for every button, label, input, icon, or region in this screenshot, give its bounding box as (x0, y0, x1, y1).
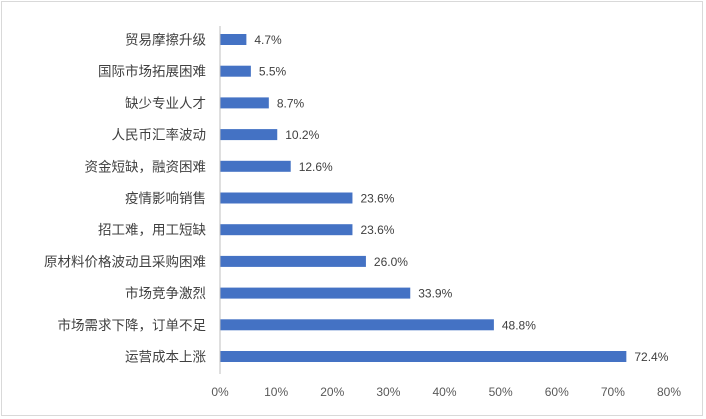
bar (220, 160, 291, 172)
x-tick-label: 40% (432, 385, 456, 399)
bar (220, 255, 366, 267)
data-label: 8.7% (277, 96, 305, 110)
bar (220, 192, 353, 204)
data-label: 4.7% (254, 33, 282, 47)
x-tick-label: 0% (211, 385, 229, 399)
bar (220, 319, 494, 331)
category-label: 国际市场拓展困难 (98, 63, 206, 80)
data-label: 23.6% (360, 192, 394, 206)
bar (220, 287, 411, 299)
data-label: 10.2% (285, 128, 319, 142)
data-label: 5.5% (259, 65, 287, 79)
bar (220, 65, 251, 77)
category-label: 运营成本上涨 (125, 350, 206, 366)
category-label: 市场需求下降，订单不足 (58, 317, 207, 334)
x-tick-label: 70% (601, 385, 625, 399)
data-label: 23.6% (360, 223, 394, 237)
bar (220, 34, 247, 45)
bar (220, 129, 278, 141)
category-label: 疫情影响销售 (125, 191, 206, 207)
x-tick-label: 30% (376, 385, 400, 399)
x-tick-label: 50% (489, 385, 513, 399)
bar (220, 224, 353, 236)
data-label: 48.8% (502, 318, 536, 332)
x-tick-label: 80% (657, 385, 681, 399)
category-label: 人民币汇率波动 (112, 127, 207, 144)
category-label: 招工难，用工短缺 (98, 223, 206, 239)
x-tick-label: 60% (545, 385, 569, 399)
category-label: 市场竞争激烈 (125, 285, 206, 302)
data-label: 26.0% (374, 255, 408, 269)
data-label: 12.6% (299, 160, 333, 174)
bar (220, 97, 269, 109)
x-tick-label: 10% (264, 385, 288, 399)
category-label: 资金短缺，融资困难 (85, 159, 207, 175)
x-tick-label: 20% (320, 385, 344, 399)
data-label: 72.4% (634, 350, 668, 364)
category-label: 贸易摩擦升级 (125, 32, 206, 49)
data-label: 33.9% (418, 287, 452, 301)
category-label: 缺少专业人才 (125, 96, 206, 112)
bar (220, 351, 627, 362)
category-label: 原材料价格波动且采购困难 (44, 254, 206, 270)
